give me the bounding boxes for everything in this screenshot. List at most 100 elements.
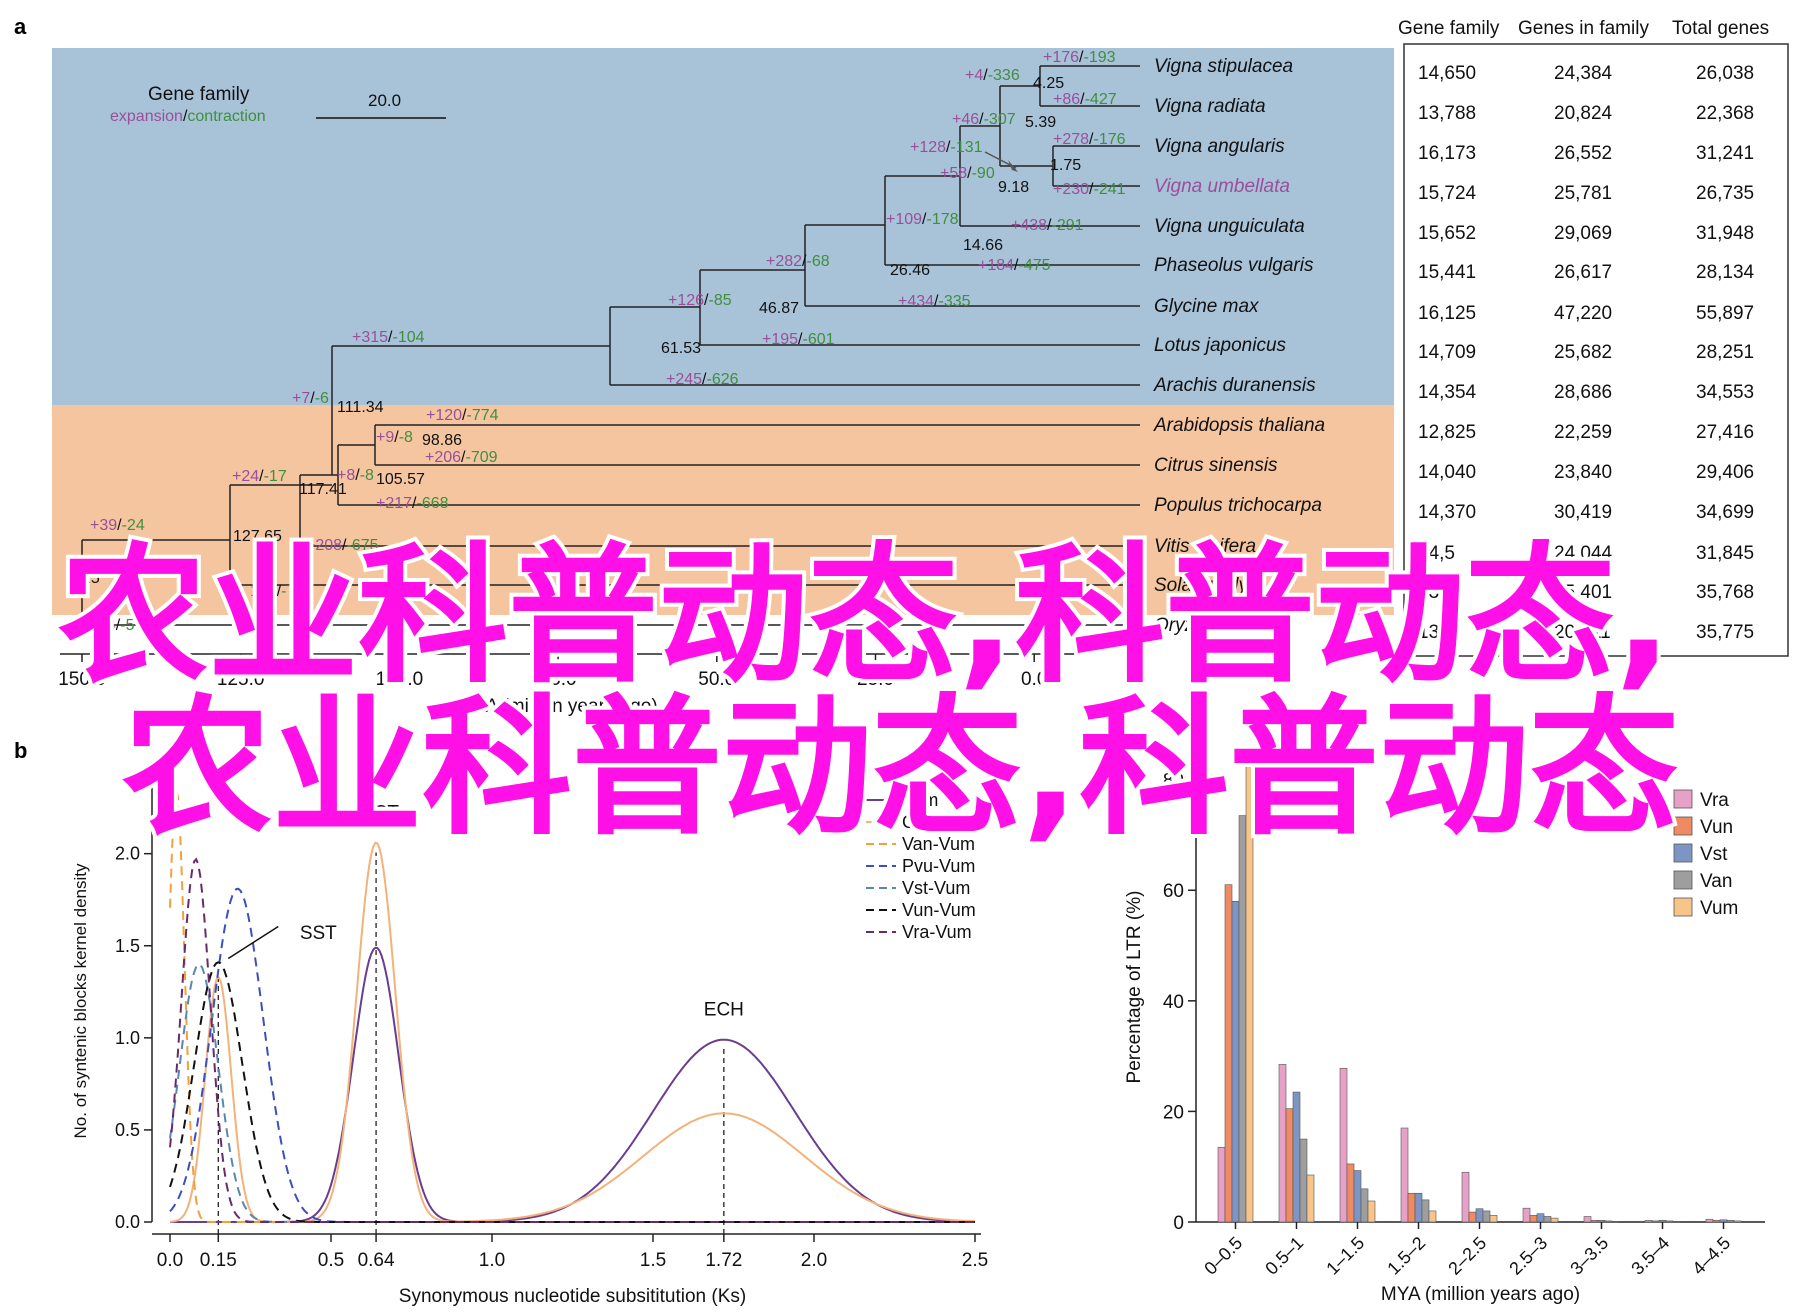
bar-van bbox=[1238, 815, 1247, 1223]
node-age-label: 98.86 bbox=[422, 432, 462, 449]
branch-change-label: +7/-6 bbox=[292, 390, 329, 407]
panel-a: a Gene family expansion/contraction 20.0… bbox=[14, 14, 1789, 717]
x-tick-label: 1.72 bbox=[705, 1250, 742, 1271]
phylogenetic-tree bbox=[81, 65, 1140, 626]
table-rows: 14,650 24,384 26,038 13,788 20,824 22,368 16,1… bbox=[1418, 63, 1755, 643]
table-cell-total-genes: 31,845 bbox=[1696, 543, 1754, 564]
watermark-line-2: 农业科普动态,科普动态 bbox=[122, 682, 1679, 856]
contraction-count: -8 bbox=[399, 429, 413, 446]
bar-vra bbox=[1522, 1207, 1531, 1223]
legend-swatch bbox=[1673, 843, 1693, 863]
table-cell-total-genes: 31,948 bbox=[1696, 223, 1754, 244]
bar-vra bbox=[1705, 1218, 1714, 1223]
bar-vum bbox=[1611, 1221, 1620, 1223]
legend-separator: / bbox=[183, 108, 188, 125]
bar-vun bbox=[1346, 1163, 1355, 1223]
table-cell-genes-in-family: 29,069 bbox=[1554, 223, 1612, 244]
x-tick-label: 0–0.5 bbox=[1200, 1233, 1246, 1279]
contraction-count: -5 bbox=[120, 617, 134, 634]
table-cell-gene-family: 14,354 bbox=[1418, 382, 1477, 403]
species-label: Vigna angularis bbox=[1154, 136, 1285, 157]
bar-vun bbox=[1590, 1220, 1599, 1223]
expansion-count: 14 bbox=[98, 617, 116, 634]
species-label: Vigna stipulacea bbox=[1154, 56, 1293, 77]
branch-change-label: +46/-307 bbox=[952, 111, 1016, 128]
slash: / bbox=[798, 331, 803, 348]
contraction-count: -427 bbox=[1085, 91, 1117, 108]
expansion-count: +176 bbox=[1043, 49, 1079, 66]
branch-change-label: +86/-427 bbox=[1053, 91, 1117, 108]
table-header-gene-family: Gene family bbox=[1398, 18, 1500, 39]
slash: / bbox=[1047, 217, 1052, 234]
legend-entry: Vun bbox=[1700, 817, 1733, 838]
branch-change-label: +208/-675 bbox=[306, 537, 379, 554]
axis-tick-label: 75.0 bbox=[540, 669, 577, 690]
bar-van bbox=[1360, 1188, 1369, 1223]
y-tick-label: 40 bbox=[1163, 992, 1184, 1013]
branch-change-label: +8/-8 bbox=[337, 467, 374, 484]
legend-contraction-label: contraction bbox=[187, 108, 265, 125]
table-cell-total-genes: 22,368 bbox=[1696, 103, 1754, 124]
y-axis-title: Percentage of LTR (%) bbox=[1124, 891, 1145, 1084]
table-cell-genes-in-family: 47,220 bbox=[1554, 303, 1612, 324]
branch-change-label: +438/-291 bbox=[1011, 217, 1084, 234]
annotation-label: SST bbox=[300, 923, 337, 944]
contraction-count: -774 bbox=[467, 407, 499, 424]
x-tick-label: 0.64 bbox=[358, 1250, 395, 1271]
table-cell-gene-family: 14,650 bbox=[1418, 63, 1476, 84]
bar-vum bbox=[1489, 1215, 1498, 1223]
legend-entry: Vun-Vum bbox=[902, 900, 976, 920]
table-cell-genes-in-family: 23,840 bbox=[1554, 462, 1612, 483]
legend-entry: Vum bbox=[902, 790, 938, 810]
species-label: Citrus sinensis bbox=[1154, 455, 1278, 476]
species-label: Arachis duranensis bbox=[1153, 375, 1316, 396]
contraction-count: -68 bbox=[807, 253, 830, 270]
slash: / bbox=[1080, 91, 1085, 108]
legend-entry: Vst-Vum bbox=[902, 878, 970, 898]
x-tick-label: 1–1.5 bbox=[1322, 1233, 1368, 1279]
contraction-count: -70 bbox=[281, 583, 304, 600]
x-tick-label: 2.0 bbox=[801, 1250, 827, 1271]
branch-change-label: 197/-70 bbox=[250, 583, 304, 600]
slash: / bbox=[1089, 181, 1094, 198]
slash: / bbox=[116, 617, 121, 634]
bar-vst bbox=[1231, 900, 1240, 1223]
bar-vum bbox=[1245, 759, 1254, 1223]
expansion-count: +8 bbox=[337, 467, 355, 484]
bar-vst bbox=[1719, 1219, 1728, 1223]
x-tick-label: 0.0 bbox=[157, 1250, 183, 1271]
legend-entry: Vst bbox=[1700, 844, 1728, 865]
branch-change-label: +120/-774 bbox=[426, 407, 499, 424]
species-label: Oryza sativa bbox=[1154, 615, 1260, 636]
other-clade-background bbox=[52, 405, 1394, 615]
sst-pointer bbox=[227, 925, 279, 960]
expansion-count: +58 bbox=[940, 165, 967, 182]
table-cell-total-genes: 34,699 bbox=[1696, 502, 1754, 523]
contraction-count: -475 bbox=[1019, 257, 1051, 274]
node-age-label: 1.75 bbox=[1050, 157, 1081, 174]
y-tick-label: 1.0 bbox=[115, 1028, 140, 1048]
bar-van bbox=[1604, 1220, 1613, 1223]
x-axis-title: MYA (million years ago) bbox=[1381, 1284, 1580, 1305]
table-cell-total-genes: 34,553 bbox=[1696, 382, 1754, 403]
species-label: Vigna umbellata bbox=[1154, 176, 1290, 197]
x-tick-label: 0.5 bbox=[318, 1250, 344, 1271]
expansion-count: +438 bbox=[1011, 217, 1047, 234]
axis-tick-label: 125.0 bbox=[217, 669, 265, 690]
x-tick-label: 2.5 bbox=[962, 1250, 988, 1271]
bar-van bbox=[1665, 1220, 1674, 1223]
expansion-count: +46 bbox=[952, 111, 979, 128]
bar-vst bbox=[1414, 1192, 1423, 1223]
expansion-count: +195 bbox=[762, 331, 798, 348]
arrow-head-icon bbox=[1008, 160, 1018, 172]
species-label: Vigna unguiculata bbox=[1154, 216, 1305, 237]
slash: / bbox=[979, 111, 984, 128]
table-cell-total-genes: 35,768 bbox=[1696, 582, 1754, 603]
table-cell-total-genes: 55,897 bbox=[1696, 303, 1754, 324]
x-tick-label: 3.5–4 bbox=[1627, 1233, 1673, 1279]
scale-bar-label: 20.0 bbox=[368, 91, 401, 110]
species-label: Vigna radiata bbox=[1154, 96, 1266, 117]
watermark-line-1: 农业科普动态,科普动态, bbox=[58, 530, 1672, 704]
expansion-count: +109 bbox=[886, 211, 922, 228]
slash: / bbox=[934, 293, 939, 310]
